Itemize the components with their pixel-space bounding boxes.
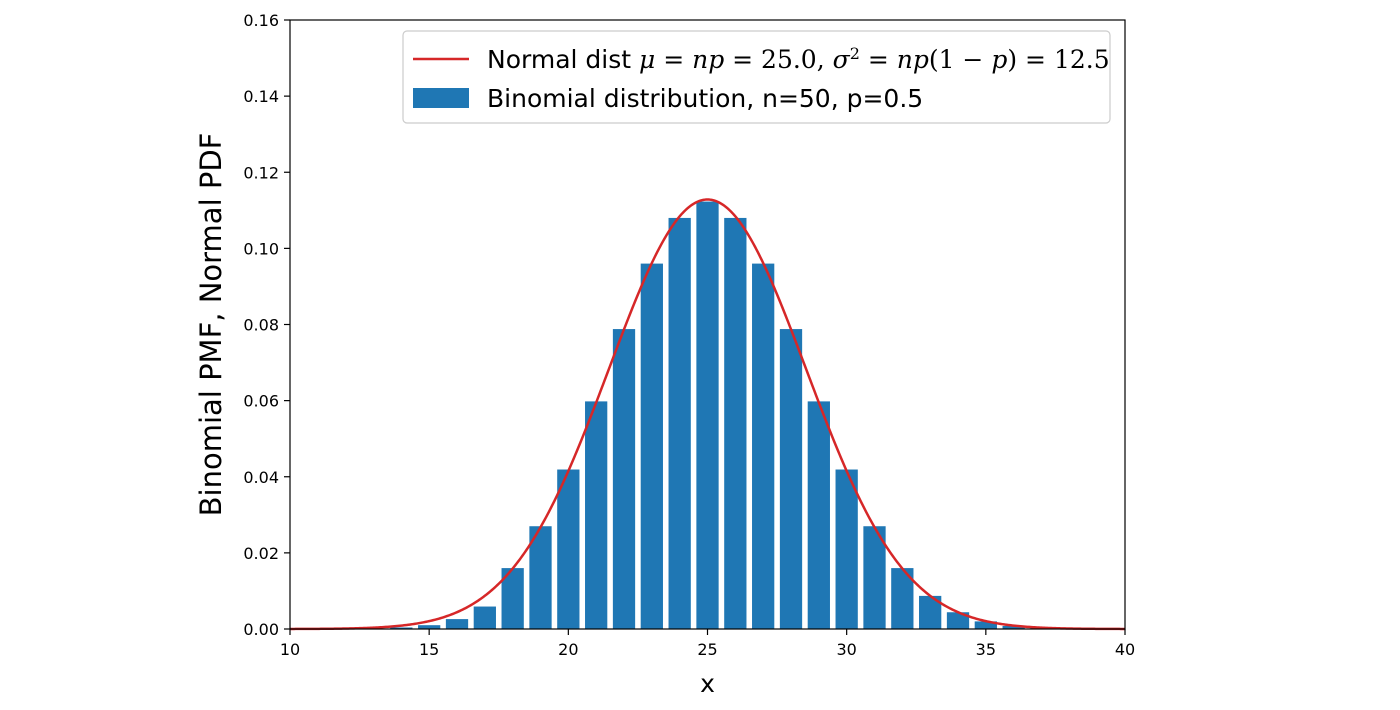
bar-x-32: [891, 568, 914, 629]
bar-x-14: [390, 627, 413, 629]
y-tick-label-0.08: 0.08: [243, 316, 279, 335]
y-tick-label-0.00: 0.00: [243, 620, 279, 639]
y-axis-ticks: 0.00 0.02 0.04 0.06 0.08 0.10 0.12 0.14 0.16: [243, 11, 290, 639]
bar-x-31: [863, 526, 886, 629]
bar-x-16: [445, 619, 469, 629]
bar-x-34: [946, 612, 970, 629]
legend-normal-close: ): [1007, 45, 1017, 74]
y-tick-label-0.12: 0.12: [243, 163, 279, 182]
legend: Normal dist μ = np = 25.0, σ2 = np(1 − p…: [402, 30, 1111, 124]
bar-x-28: [779, 329, 803, 629]
bar-x-18: [501, 568, 524, 629]
legend-swatch-binomial: [413, 88, 469, 108]
bar-x-27: [752, 263, 775, 629]
legend-normal-mu: μ: [639, 45, 655, 74]
x-tick-label-35: 35: [976, 640, 996, 659]
y-axis-label: Binomial PMF, Normal PDF: [194, 133, 228, 517]
legend-normal-eq3: =: [860, 45, 897, 74]
bar-x-36: [1002, 625, 1025, 629]
legend-normal-paren: (1 −: [929, 45, 992, 74]
legend-normal-eq2: = 25.0,: [724, 45, 832, 74]
y-tick-label-0.10: 0.10: [243, 239, 279, 258]
bar-x-22: [612, 329, 636, 629]
bar-x-29: [807, 401, 830, 629]
y-tick-label-0.16: 0.16: [243, 11, 279, 30]
x-tick-label-40: 40: [1115, 640, 1135, 659]
bar-x-15: [418, 625, 441, 629]
x-tick-label-10: 10: [280, 640, 300, 659]
bar-x-20: [557, 469, 580, 629]
bar-x-25: [696, 201, 719, 629]
bar-x-30: [835, 469, 858, 629]
bar-x-17: [473, 606, 496, 629]
bar-x-21: [585, 401, 608, 629]
normal-pdf-curve: [289, 198, 1126, 631]
bar-x-35: [974, 621, 997, 629]
legend-box: [402, 30, 1111, 124]
legend-normal-eq4: = 12.5: [1017, 45, 1110, 74]
y-tick-label-0.06: 0.06: [243, 392, 279, 411]
y-tick-label-0.04: 0.04: [243, 468, 279, 487]
legend-label-binomial: Binomial distribution, n=50, p=0.5: [487, 84, 923, 113]
y-tick-label-0.14: 0.14: [243, 87, 279, 106]
bar-x-19: [529, 526, 552, 629]
bar-x-26: [724, 217, 747, 629]
legend-label-normal: Normal dist μ = np = 25.0, σ2 = np(1 − p…: [487, 44, 1110, 75]
legend-normal-np: np: [692, 45, 724, 74]
legend-normal-p: p: [991, 45, 1007, 74]
legend-normal-eq1: =: [655, 45, 692, 74]
bar-x-33: [919, 595, 942, 629]
x-axis-label: x: [700, 669, 715, 698]
legend-normal-sq: 2: [850, 44, 860, 63]
legend-normal-sigma: σ: [833, 45, 851, 74]
bars-layer: [362, 201, 1081, 629]
x-tick-label-20: 20: [558, 640, 578, 659]
x-tick-label-25: 25: [697, 640, 717, 659]
bar-x-23: [640, 263, 663, 629]
legend-normal-prefix: Normal dist: [487, 45, 639, 74]
legend-normal-np2: np: [897, 45, 929, 74]
x-tick-label-15: 15: [419, 640, 439, 659]
y-tick-label-0.02: 0.02: [243, 544, 279, 563]
x-axis-ticks: 10 15 20 25 30 35 40: [280, 629, 1135, 659]
bar-x-24: [668, 217, 691, 629]
x-tick-label-30: 30: [836, 640, 856, 659]
